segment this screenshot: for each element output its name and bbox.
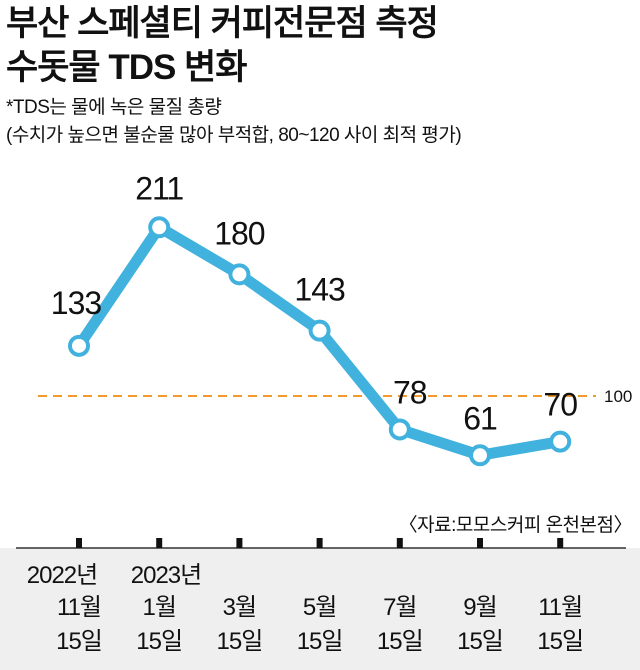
x-label-month: 7월 <box>383 594 417 621</box>
data-label: 143 <box>294 272 345 308</box>
x-tick <box>156 538 163 548</box>
x-label-day: 15일 <box>537 628 584 655</box>
data-label: 78 <box>393 374 427 410</box>
x-tick <box>557 538 564 548</box>
x-axis-band <box>0 548 640 670</box>
x-label-day: 15일 <box>457 628 504 655</box>
data-point <box>228 263 251 286</box>
x-tick <box>316 538 323 548</box>
title-line-1: 부산 스페셜티 커피전문점 측정 <box>6 4 439 43</box>
x-label-month: 9월 <box>463 594 497 621</box>
data-point <box>148 216 171 239</box>
x-label-day: 15일 <box>56 628 103 655</box>
data-point <box>68 334 90 357</box>
x-label-month: 11월 <box>57 594 102 621</box>
x-label-year: 2022년 <box>26 562 98 589</box>
note-line-1: *TDS는 물에 녹은 물질 총량 <box>6 97 222 118</box>
x-tick <box>396 538 403 548</box>
data-point <box>388 418 411 441</box>
x-label-day: 15일 <box>376 628 424 655</box>
x-label-year: 2023년 <box>130 562 202 589</box>
x-tick <box>477 538 483 548</box>
title-line-2: 수돗물 TDS 변화 <box>6 48 247 87</box>
x-label-month: 11월 <box>538 594 583 621</box>
source-note: 〈자료:모모스커피 온천본점〉 <box>398 515 633 536</box>
chart-title: 부산 스페셜티 커피전문점 측정 수돗물 TDS 변화 <box>6 2 439 90</box>
x-label-day: 15일 <box>216 628 264 655</box>
reference-line-label: 100 <box>604 387 632 406</box>
x-tick <box>76 538 82 548</box>
data-label: 211 <box>135 170 183 206</box>
x-label-month: 3월 <box>222 594 257 621</box>
x-label-month: 1월 <box>142 594 176 621</box>
data-label: 61 <box>463 400 497 436</box>
data-label: 70 <box>543 387 577 423</box>
data-point <box>469 444 491 467</box>
x-tick <box>236 538 243 548</box>
x-label-day: 15일 <box>136 628 183 655</box>
note-line-2: (수치가 높으면 불순물 많아 부적합, 80~120 사이 최적 평가) <box>6 125 462 146</box>
data-point <box>308 319 331 342</box>
data-label: 180 <box>214 215 265 251</box>
data-point <box>549 430 572 453</box>
data-label: 133 <box>51 285 102 321</box>
x-label-month: 5월 <box>302 594 337 621</box>
x-label-day: 15일 <box>296 628 344 655</box>
